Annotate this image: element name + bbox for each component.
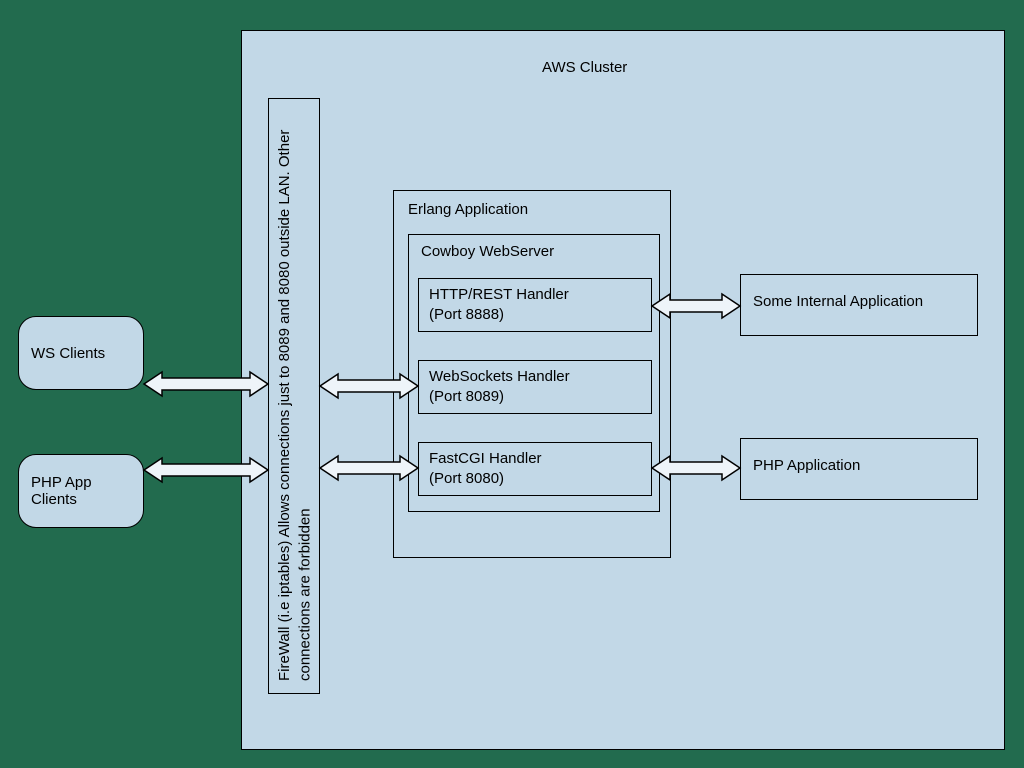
arrow-firewall-wsclients [144, 370, 268, 398]
ws-clients-label: WS Clients [31, 345, 105, 362]
internal-app-box: Some Internal Application [740, 274, 978, 336]
arrow-http-internal [652, 292, 740, 320]
arrow-firewall-fastcgi [320, 454, 418, 482]
firewall-box: FireWall (i.e iptables) Allows connectio… [268, 98, 320, 694]
fastcgi-handler-box: FastCGI Handler (Port 8080) [418, 442, 652, 496]
php-app-label: PHP Application [753, 457, 860, 474]
diagram-canvas: AWS Cluster FireWall (i.e iptables) Allo… [0, 0, 1024, 768]
erlang-app-label: Erlang Application [408, 201, 528, 218]
firewall-label: FireWall (i.e iptables) Allows connectio… [275, 113, 316, 681]
php-clients-label: PHP App Clients [31, 474, 92, 508]
internal-app-label: Some Internal Application [753, 293, 923, 310]
arrow-firewall-phpclients [144, 456, 268, 484]
php-clients-box: PHP App Clients [18, 454, 144, 528]
ws-clients-box: WS Clients [18, 316, 144, 390]
aws-cluster-label: AWS Cluster [542, 59, 627, 76]
arrow-firewall-wshandler [320, 372, 418, 400]
php-app-box: PHP Application [740, 438, 978, 500]
ws-handler-box: WebSockets Handler (Port 8089) [418, 360, 652, 414]
cowboy-label: Cowboy WebServer [421, 243, 554, 260]
arrow-fastcgi-php [652, 454, 740, 482]
http-handler-box: HTTP/REST Handler (Port 8888) [418, 278, 652, 332]
